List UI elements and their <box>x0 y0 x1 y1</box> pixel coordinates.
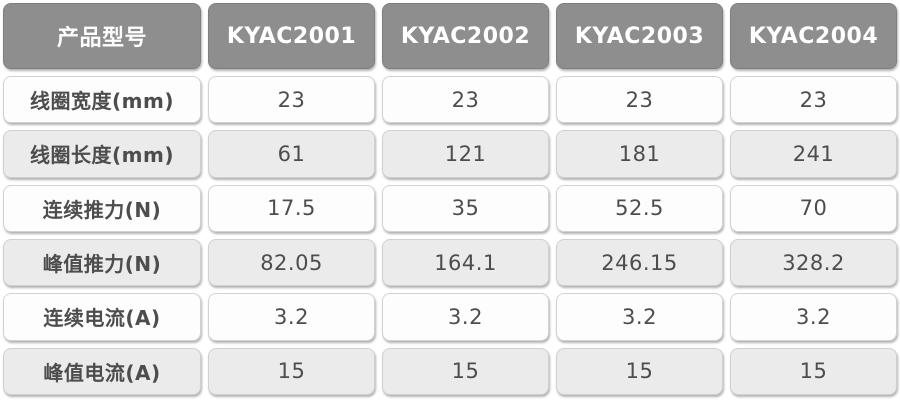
value-cell: 23 <box>382 76 549 124</box>
value-cell: 241 <box>730 130 897 178</box>
value-cell: 61 <box>208 130 375 178</box>
value-cell: 23 <box>208 76 375 124</box>
header-cell-kyac2001: KYAC2001 <box>208 3 375 69</box>
value-cell: 328.2 <box>730 238 897 287</box>
value-cell: 52.5 <box>556 184 723 232</box>
value-cell: 3.2 <box>382 293 549 341</box>
value-cell: 15 <box>730 347 897 395</box>
header-cell-kyac2003: KYAC2003 <box>556 3 723 69</box>
value-cell: 70 <box>730 184 897 232</box>
value-cell: 3.2 <box>730 293 897 341</box>
value-cell: 121 <box>382 130 549 178</box>
value-cell: 181 <box>556 130 723 178</box>
value-cell: 82.05 <box>208 238 375 287</box>
value-cell: 17.5 <box>208 184 375 232</box>
row-label-peak-current: 峰值电流(A) <box>3 347 201 395</box>
header-cell-kyac2002: KYAC2002 <box>382 3 549 69</box>
value-cell: 35 <box>382 184 549 232</box>
row-label-continuous-force: 连续推力(N) <box>3 184 201 232</box>
value-cell: 23 <box>556 76 723 124</box>
value-cell: 15 <box>556 347 723 395</box>
value-cell: 3.2 <box>556 293 723 341</box>
value-cell: 23 <box>730 76 897 124</box>
value-cell: 3.2 <box>208 293 375 341</box>
row-label-coil-width: 线圈宽度(mm) <box>3 76 201 124</box>
row-label-coil-length: 线圈长度(mm) <box>3 130 201 178</box>
header-cell-kyac2004: KYAC2004 <box>730 3 897 69</box>
value-cell: 15 <box>208 347 375 395</box>
row-label-peak-force: 峰值推力(N) <box>3 238 201 287</box>
value-cell: 246.15 <box>556 238 723 287</box>
value-cell: 15 <box>382 347 549 395</box>
header-cell-model: 产品型号 <box>3 3 201 69</box>
row-label-continuous-current: 连续电流(A) <box>3 293 201 341</box>
value-cell: 164.1 <box>382 238 549 287</box>
